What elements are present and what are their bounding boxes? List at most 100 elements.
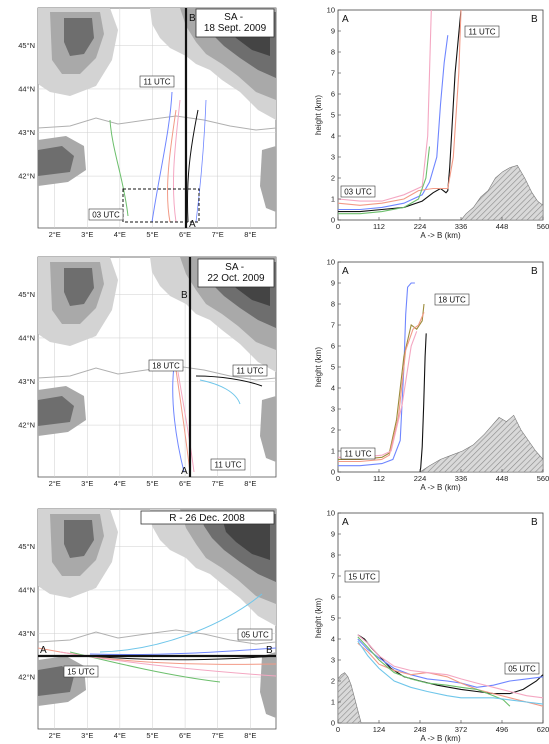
time-label: 11 UTC	[144, 78, 171, 87]
x-tick-label: 248	[414, 725, 427, 734]
x-tick-label: 560	[537, 222, 549, 231]
x-axis-label: A -> B (km)	[420, 483, 461, 492]
series-line-green	[338, 146, 431, 215]
lon-tick-label: 4°E	[114, 479, 126, 488]
series-line-black	[338, 9, 462, 213]
y-tick-label: 3	[331, 405, 335, 414]
map-overlay-3	[38, 593, 276, 683]
y-tick-label: 10	[327, 258, 335, 267]
trajectory	[195, 375, 263, 387]
y-tick-label: 10	[327, 509, 335, 518]
y-tick-label: 8	[331, 551, 335, 560]
x-tick-label: 620	[537, 725, 549, 734]
x-tick-label: 112	[373, 222, 385, 231]
trajectory	[175, 369, 191, 473]
annotation-box	[434, 293, 470, 306]
lon-tick-label: 2°E	[49, 230, 61, 239]
annotation-label: 03 UTC	[344, 188, 372, 197]
lon-tick-label: 4°E	[114, 731, 126, 740]
y-tick-label: 6	[331, 593, 335, 602]
x-tick-label: 0	[336, 474, 340, 483]
annotation-box	[504, 662, 540, 675]
y-tick-label: 0	[331, 468, 335, 477]
chart-3: 0 124 248 372 496 620 0 1 2 3 4 5 6 7 8 9 10 A -> B (km) h…	[314, 509, 549, 744]
map-overlay-1	[109, 8, 207, 228]
chart-1: 0 112 224 336 448 560 0 1 2 3 4 5 6 7 8 9 10 A -> B (km) h…	[314, 6, 549, 241]
lat-tick-label: 45°N	[18, 290, 35, 299]
y-tick-label: 3	[331, 153, 335, 162]
trajectory	[199, 379, 241, 405]
annotation-label: 11 UTC	[469, 28, 496, 37]
time-label-box	[232, 364, 268, 377]
x-tick-label: 372	[455, 725, 468, 734]
y-tick-label: 1	[331, 698, 335, 707]
trajectory	[151, 91, 173, 223]
y-tick-label: 6	[331, 90, 335, 99]
zoom-box	[122, 188, 200, 223]
x-axis-label: A -> B (km)	[420, 734, 461, 743]
y-tick-label: 6	[331, 342, 335, 351]
time-label-box	[88, 208, 124, 221]
x-axis-label: A -> B (km)	[420, 231, 461, 240]
x-tick-label: 448	[496, 222, 509, 231]
y-tick-label: 7	[331, 69, 335, 78]
annotation-box	[340, 447, 376, 460]
series-line-blue	[338, 35, 449, 211]
lon-tick-label: 7°E	[212, 479, 224, 488]
lon-tick-label: 7°E	[212, 230, 224, 239]
y-tick-label: 4	[331, 132, 335, 141]
trajectory	[195, 99, 207, 223]
lon-tick-label: 5°E	[146, 479, 158, 488]
map-title: SA - 18 Sept. 2009	[204, 12, 267, 34]
lat-tick-label: 42°N	[18, 421, 35, 430]
lat-tick-label: 44°N	[18, 585, 35, 594]
lon-tick-label: 5°E	[146, 731, 158, 740]
lat-tick-label: 45°N	[18, 41, 35, 50]
trajectory	[186, 109, 199, 223]
y-tick-label: 1	[331, 447, 335, 456]
lat-tick-label: 43°N	[18, 629, 35, 638]
time-label: 15 UTC	[67, 668, 95, 677]
time-label: 11 UTC	[215, 461, 242, 470]
map-title-line2: 22 Oct. 2009	[207, 273, 265, 284]
lon-tick-label: 5°E	[146, 230, 158, 239]
x-tick-label: 448	[496, 474, 509, 483]
title-box	[197, 258, 275, 288]
lon-tick-label: 3°E	[81, 479, 93, 488]
time-label-box	[148, 359, 184, 372]
trajectory	[89, 647, 276, 656]
annotation-box	[340, 185, 376, 198]
lat-tick-label: 45°N	[18, 542, 35, 551]
chart-2: 0 112 224 336 448 560 0 1 2 3 4 5 6 7 8 9 10 A -> B (km) h…	[314, 258, 549, 493]
y-tick-label: 4	[331, 635, 335, 644]
y-tick-label: 1	[331, 195, 335, 204]
annotation-label: 18 UTC	[438, 296, 466, 305]
map-title: R - 26 Dec. 2008	[169, 513, 245, 524]
y-tick-label: 7	[331, 572, 335, 581]
time-label-box	[210, 458, 246, 471]
lon-tick-label: 4°E	[114, 230, 126, 239]
lon-tick-label: 7°E	[212, 731, 224, 740]
y-tick-label: 2	[331, 677, 335, 686]
y-tick-label: 5	[331, 111, 335, 120]
lat-tick-label: 44°N	[18, 333, 35, 342]
time-label-box	[237, 628, 273, 641]
corner-label-b: B	[531, 517, 538, 528]
map-labels: B A SA - 18 Sept. 2009 11 UTC 03 UTC B A…	[40, 8, 275, 678]
label-a: A	[181, 466, 188, 477]
y-tick-label: 10	[327, 6, 335, 15]
label-a: A	[189, 219, 196, 230]
lat-tick-label: 42°N	[18, 673, 35, 682]
lat-tick-label: 43°N	[18, 377, 35, 386]
corner-label-b: B	[531, 266, 538, 277]
map-tick-labels: 45°N 44°N 43°N 42°N 2°E 3°E 4°E 5°E 6°E 7°E 8°E 45°…	[18, 41, 256, 740]
series-line-green	[357, 636, 511, 707]
title-box	[195, 8, 275, 38]
map-panel-1	[37, 7, 277, 229]
y-tick-label: 0	[331, 216, 335, 225]
x-tick-label: 124	[373, 725, 386, 734]
y-axis-label: height (km)	[314, 95, 323, 135]
map-terrain	[38, 509, 276, 729]
